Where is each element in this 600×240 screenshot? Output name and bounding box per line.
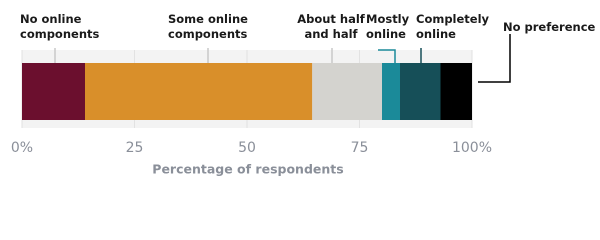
bar-segment [312, 63, 382, 120]
bar-segment [22, 63, 85, 120]
x-tick-label: 0% [11, 140, 33, 156]
chart: Percentage of respondents 0% 25 50 75 100% N… [11, 12, 596, 177]
legend-label: No preference [503, 20, 596, 34]
x-tick-label: 25 [126, 140, 144, 156]
bar-segment [440, 63, 472, 120]
chart-svg: Percentage of respondents 0% 25 50 75 100% [11, 34, 511, 177]
legend-label: Completely online [416, 12, 490, 41]
legend-label: About half and half [297, 12, 365, 41]
legend-label: Some online components [168, 12, 248, 41]
legend-label: No online components [20, 12, 100, 41]
bar-segment [400, 63, 441, 120]
x-tick-label: 100% [452, 140, 492, 156]
x-tick-label: 50 [238, 140, 256, 156]
x-tick-label: 75 [351, 140, 369, 156]
leader-line [478, 34, 511, 83]
leader-line [378, 49, 396, 63]
bar-segment [85, 63, 313, 120]
legend-label: Mostly online [366, 12, 410, 41]
bar-segment [382, 63, 400, 120]
x-axis-label: Percentage of respondents [152, 162, 343, 177]
